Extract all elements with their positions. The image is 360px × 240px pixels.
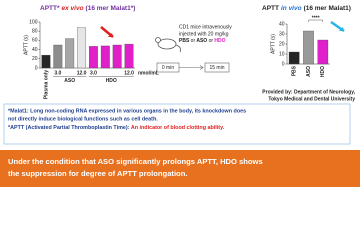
- y-tick-label: 80: [32, 29, 38, 35]
- time-label: 15 min: [209, 65, 224, 71]
- protocol-line: CD1 mice intravenously: [179, 24, 232, 30]
- group-label: HDO: [106, 78, 117, 84]
- x-tick-label: PBS: [291, 65, 297, 76]
- group-sep: or: [209, 38, 214, 44]
- bar: [303, 30, 314, 65]
- bar: [65, 38, 75, 69]
- slide: CD1 mice intravenously injected with 20 …: [0, 5, 360, 187]
- y-tick-label: 10: [279, 51, 285, 57]
- y-axis-label: APTT (s): [270, 34, 276, 54]
- x-tick-label: 12.0: [124, 70, 134, 76]
- time-arrow: [179, 65, 204, 70]
- bar: [41, 54, 51, 69]
- y-axis-label: APTT (s): [23, 35, 29, 55]
- red-arrow-head: [108, 33, 113, 37]
- bar: [317, 39, 329, 65]
- x-tick-label: 3.0: [90, 70, 97, 76]
- x-tick-label: Plasma only: [43, 70, 49, 99]
- group: PBS: [179, 38, 190, 44]
- bar: [288, 51, 300, 65]
- time-label: 0 min: [162, 65, 174, 71]
- title-part: APTT: [262, 5, 279, 12]
- y-tick-label: 40: [32, 47, 38, 53]
- footnote: *Malat1: Long non-coding RNA expressed i…: [8, 108, 246, 114]
- conclusion: Under the condition that ASO significant…: [8, 157, 263, 166]
- y-tick-label: 40: [279, 21, 285, 27]
- credit: Tokyo Medical and Dental University: [268, 96, 355, 102]
- time-box: [204, 62, 230, 73]
- footnote-box: [3, 103, 351, 145]
- chart-title: APTT* ex vivo (16 mer Malat1*): [40, 5, 135, 12]
- title-part: in vivo: [281, 5, 302, 12]
- protocol-groups: PBS or ASO or HDO: [179, 38, 226, 44]
- footnote: not directly induce biological functions…: [8, 116, 158, 122]
- chart-title: APTT in vivo (16 mer Malat1): [262, 5, 351, 12]
- cyan-arrow-head: [339, 27, 344, 31]
- credit: Provided by: Department of Neurology,: [262, 89, 355, 95]
- footnote-def: An indicator of blood clotting ability.: [131, 125, 225, 131]
- x-tick-label: HDO: [320, 66, 326, 77]
- y-tick-label: 30: [279, 31, 285, 37]
- group-label: ASO: [64, 78, 75, 84]
- bar: [77, 27, 86, 69]
- mouse-icon: [155, 37, 181, 53]
- y-tick-label: 0: [35, 65, 38, 71]
- title-part: ex vivo: [62, 5, 84, 12]
- bar: [112, 44, 122, 69]
- y-tick-label: 20: [32, 56, 38, 62]
- y-tick-label: 20: [279, 41, 285, 47]
- group-sep: or: [191, 38, 196, 44]
- conclusion: the suppression for degree of APTT prolo…: [8, 169, 187, 178]
- bar: [124, 43, 134, 69]
- bar: [100, 45, 110, 69]
- footnote-term: *APTT (Activated Partial Thromboplastin …: [8, 125, 130, 131]
- x-tick-label: ASO: [306, 66, 312, 77]
- unit-label: nmol/mL: [138, 70, 159, 76]
- significance-bracket: [308, 19, 324, 22]
- y-tick-label: 60: [32, 38, 38, 44]
- protocol-line: injected with 20 mg/kg: [179, 31, 229, 37]
- bar: [89, 46, 98, 69]
- x-tick-label: 3.0: [54, 70, 61, 76]
- conclusion-banner: [0, 150, 360, 187]
- title-part: (16 mer Malat1*): [86, 5, 136, 12]
- title-part: APTT*: [40, 5, 60, 12]
- group: ASO: [196, 38, 207, 44]
- y-tick-label: 100: [29, 19, 38, 25]
- footnote: *APTT (Activated Partial Thromboplastin …: [8, 125, 225, 131]
- title-part: (16 mer Malat1): [304, 5, 351, 12]
- significance: ****: [312, 15, 320, 21]
- group: HDO: [214, 38, 225, 44]
- y-tick-label: 0: [282, 61, 285, 67]
- x-tick-label: 12.0: [77, 70, 87, 76]
- bar: [53, 44, 63, 69]
